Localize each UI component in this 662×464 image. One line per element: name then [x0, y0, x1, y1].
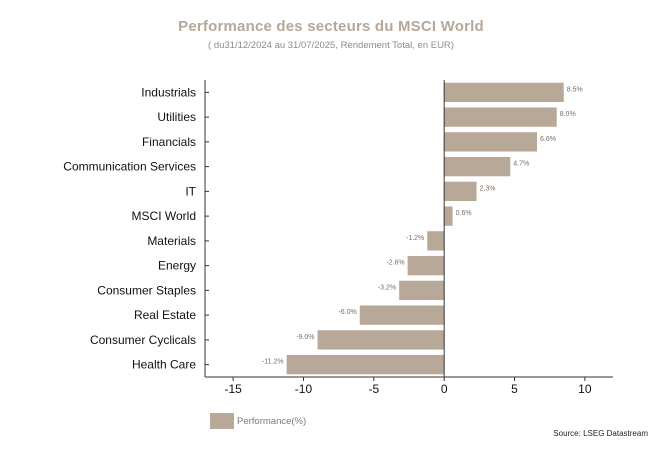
chart-subtitle: ( du31/12/2024 au 31/07/2025, Rendement … [208, 40, 454, 51]
category-label: Materials [147, 234, 196, 248]
value-label: -2.6% [386, 260, 404, 267]
category-label: Financials [142, 135, 196, 149]
value-label: 8.0% [560, 111, 576, 118]
value-label: 4.7% [513, 161, 529, 168]
chart-title: Performance des secteurs du MSCI World [178, 18, 484, 35]
category-label: Health Care [132, 358, 196, 372]
source-note: Source: LSEG Datastream [553, 429, 648, 438]
bar [444, 156, 511, 177]
value-labels: 8.5% 8.0% 6.6% 4.7% 2.3% 0.6% -1.2% -2.6% -3.2% -… [262, 86, 583, 365]
category-label: Industrials [141, 85, 196, 99]
x-tick-label: -10 [295, 382, 313, 396]
value-label: -1.2% [406, 235, 424, 242]
x-tick-label: -15 [224, 382, 242, 396]
bar [444, 132, 538, 152]
bar [407, 255, 445, 276]
value-label: -11.2% [262, 359, 284, 366]
category-label: Communication Services [63, 160, 196, 174]
legend-swatch [210, 413, 234, 429]
bar [359, 305, 445, 325]
category-label: Utilities [157, 110, 196, 124]
bar [317, 330, 445, 350]
value-label: 2.3% [480, 185, 496, 192]
bar [444, 206, 453, 226]
legend-label: Performance(%) [237, 415, 307, 427]
category-label: MSCI World [132, 209, 196, 223]
x-tick-label: -5 [368, 382, 379, 396]
bar [286, 354, 445, 375]
category-label: Consumer Staples [97, 283, 196, 297]
value-label: 0.6% [456, 210, 472, 217]
category-label: IT [185, 184, 196, 198]
value-label: 8.5% [567, 86, 583, 93]
bars-layer [286, 82, 564, 375]
bar [444, 181, 477, 202]
bar [444, 82, 564, 103]
value-label: -3.2% [378, 284, 396, 291]
category-labels: Industrials Utilities Financials Communicat… [63, 85, 196, 371]
value-label: -6.0% [338, 309, 356, 316]
value-label: -9.0% [296, 334, 314, 341]
x-tick-label: 0 [441, 382, 448, 396]
axes-layer: -15 -10 -5 0 5 10 [204, 80, 613, 396]
x-tick-label: 10 [578, 382, 592, 396]
category-label: Consumer Cyclicals [90, 333, 196, 347]
bar [444, 107, 557, 127]
bar [399, 280, 445, 301]
category-label: Energy [158, 259, 196, 273]
value-label: 6.6% [540, 136, 556, 143]
bar [427, 231, 445, 251]
x-tick-label: 5 [511, 382, 518, 396]
legend: Performance(%) [210, 413, 306, 429]
category-label: Real Estate [134, 308, 196, 322]
